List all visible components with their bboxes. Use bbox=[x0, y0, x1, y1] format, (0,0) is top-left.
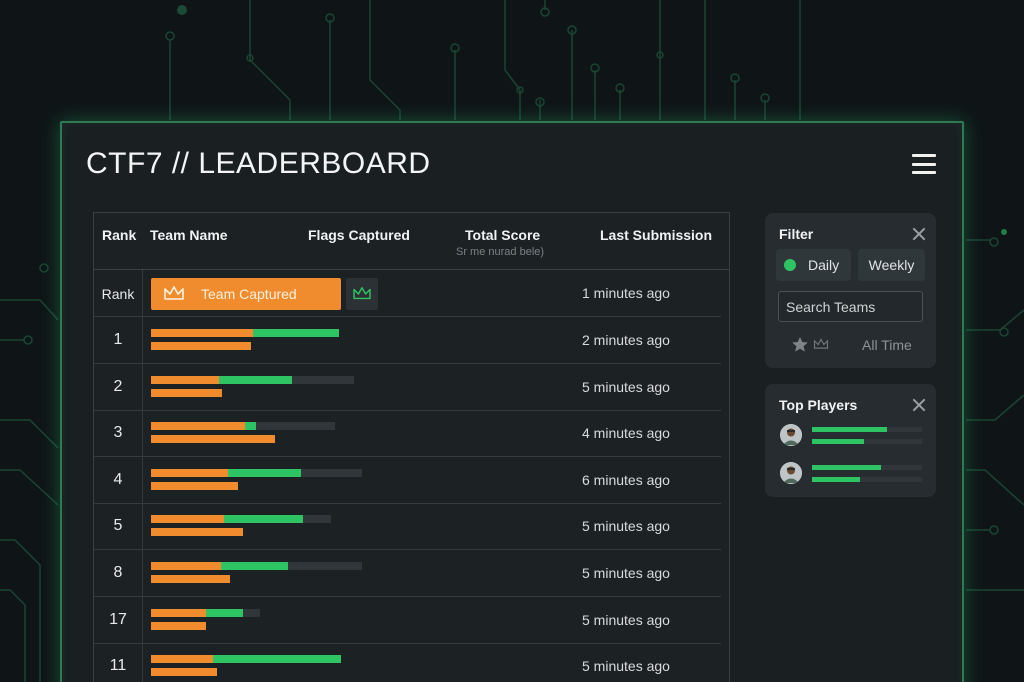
active-dot-icon bbox=[784, 259, 796, 271]
flags-captured-bar bbox=[151, 375, 219, 384]
score-track-bar bbox=[288, 562, 362, 570]
header-total-score-sub: Sr me nurad bele) bbox=[456, 246, 545, 258]
crown-filter-icon[interactable] bbox=[813, 338, 829, 351]
total-score-bar bbox=[213, 655, 341, 664]
flags-captured-bar bbox=[151, 515, 225, 524]
row-rank: 3 bbox=[113, 424, 123, 442]
score-track-bar bbox=[292, 375, 355, 384]
filter-panel: Filter Daily Weekly All Time bbox=[765, 213, 936, 368]
total-score-bar bbox=[218, 375, 292, 384]
header-flags-captured[interactable]: Flags Captured bbox=[308, 227, 410, 243]
secondary-progress-bar bbox=[151, 481, 238, 490]
row-last-submission: 2 minutes ago bbox=[582, 332, 670, 348]
row-last-submission: 1 minutes ago bbox=[582, 285, 670, 301]
row-rank: 8 bbox=[113, 564, 123, 581]
header-team-name[interactable]: Team Name bbox=[150, 227, 228, 243]
page-title: CTF7 // LEADERBOARD bbox=[86, 147, 431, 180]
flags-captured-bar bbox=[151, 468, 229, 477]
all-time-toggle[interactable]: All Time bbox=[862, 337, 912, 353]
table-row[interactable]: 11 5 minutes ago bbox=[94, 643, 721, 682]
secondary-progress-bar bbox=[151, 621, 207, 630]
row-rank: 17 bbox=[109, 610, 127, 628]
table-row[interactable]: 2 5 minutes ago bbox=[94, 364, 721, 411]
score-track-bar bbox=[256, 422, 336, 431]
daily-label: Daily bbox=[808, 257, 840, 273]
team-captured-label: Team Captured bbox=[201, 286, 297, 302]
star-icon[interactable] bbox=[791, 336, 809, 353]
secondary-progress-bar bbox=[151, 668, 217, 677]
player-flags-track bbox=[812, 477, 922, 482]
header-last-submission[interactable]: Last Submission bbox=[600, 227, 713, 243]
table-row[interactable]: 3 4 minutes ago bbox=[94, 410, 721, 458]
flags-captured-bar bbox=[151, 422, 245, 431]
weekly-toggle[interactable]: Weekly bbox=[858, 249, 925, 281]
secondary-progress-bar bbox=[151, 388, 223, 397]
row-rank: 5 bbox=[113, 517, 123, 535]
row-last-submission: 5 minutes ago bbox=[582, 611, 670, 628]
row-rank: 4 bbox=[113, 470, 123, 488]
secondary-progress-bar bbox=[151, 342, 252, 350]
table-row[interactable]: 1 2 minutes ago bbox=[94, 317, 721, 364]
score-track-bar bbox=[303, 515, 332, 524]
table-row[interactable]: 17 5 minutes ago bbox=[94, 597, 721, 644]
player-score-bar bbox=[812, 427, 887, 432]
filter-title: Filter bbox=[779, 226, 814, 242]
total-score-bar bbox=[224, 515, 304, 524]
flags-captured-bar bbox=[151, 329, 253, 337]
row-last-submission: 5 minutes ago bbox=[582, 518, 670, 535]
top-players-title: Top Players bbox=[779, 397, 858, 413]
score-track-bar bbox=[243, 608, 261, 617]
total-score-bar bbox=[245, 422, 257, 431]
top-players-panel: Top Players bbox=[765, 384, 936, 497]
row-last-submission: 5 minutes ago bbox=[582, 378, 670, 395]
header-total-score[interactable]: Total Score bbox=[465, 227, 541, 243]
score-track-bar bbox=[301, 468, 362, 477]
secondary-progress-bar bbox=[151, 528, 244, 537]
crown-icon bbox=[164, 286, 184, 300]
row-last-submission: 6 minutes ago bbox=[582, 471, 670, 488]
avatar[interactable] bbox=[780, 424, 802, 446]
search-teams-input[interactable] bbox=[778, 291, 923, 322]
flags-captured-bar bbox=[151, 608, 206, 617]
player-flags-bar bbox=[812, 439, 864, 444]
row-rank: 11 bbox=[109, 657, 127, 675]
close-icon[interactable] bbox=[912, 398, 926, 412]
total-score-bar bbox=[220, 562, 289, 570]
rank-column-divider bbox=[142, 270, 143, 682]
row-rank: 1 bbox=[113, 331, 123, 348]
header-rank[interactable]: Rank bbox=[102, 227, 137, 243]
table-row[interactable]: 4 6 minutes ago bbox=[94, 457, 721, 504]
table-row[interactable]: 5 5 minutes ago bbox=[94, 503, 721, 551]
row-last-submission: 5 minutes ago bbox=[582, 565, 670, 581]
table-row[interactable]: 8 5 minutes ago bbox=[94, 550, 721, 597]
hamburger-menu-icon[interactable] bbox=[912, 154, 936, 174]
player-score-bar bbox=[812, 465, 881, 470]
crown-outline-icon bbox=[353, 287, 371, 300]
table-row-highlight[interactable]: Rank Team Captured 1 minutes ago bbox=[94, 270, 721, 317]
leaderboard-table: Rank Team Name Flags Captured Total Scor… bbox=[93, 212, 730, 682]
avatar[interactable] bbox=[780, 462, 802, 484]
table-header: Rank Team Name Flags Captured Total Scor… bbox=[94, 213, 729, 270]
row-last-submission: 4 minutes ago bbox=[582, 425, 670, 442]
secondary-progress-bar bbox=[151, 575, 230, 583]
secondary-progress-bar bbox=[151, 435, 275, 444]
weekly-label: Weekly bbox=[868, 257, 915, 273]
player-flags-bar bbox=[812, 477, 860, 482]
crown-toggle-button[interactable] bbox=[346, 278, 378, 310]
row-rank: Rank bbox=[101, 286, 135, 302]
total-score-bar bbox=[205, 608, 244, 617]
row-rank: 2 bbox=[113, 377, 123, 395]
flags-captured-bar bbox=[151, 562, 221, 570]
flags-captured-bar bbox=[151, 655, 214, 664]
total-score-bar bbox=[228, 468, 302, 477]
player-flags-track bbox=[812, 439, 922, 444]
daily-toggle[interactable]: Daily bbox=[776, 249, 851, 281]
row-last-submission: 5 minutes ago bbox=[582, 658, 670, 675]
team-captured-button[interactable]: Team Captured bbox=[151, 278, 341, 310]
close-icon[interactable] bbox=[912, 227, 926, 241]
total-score-bar bbox=[252, 329, 339, 337]
